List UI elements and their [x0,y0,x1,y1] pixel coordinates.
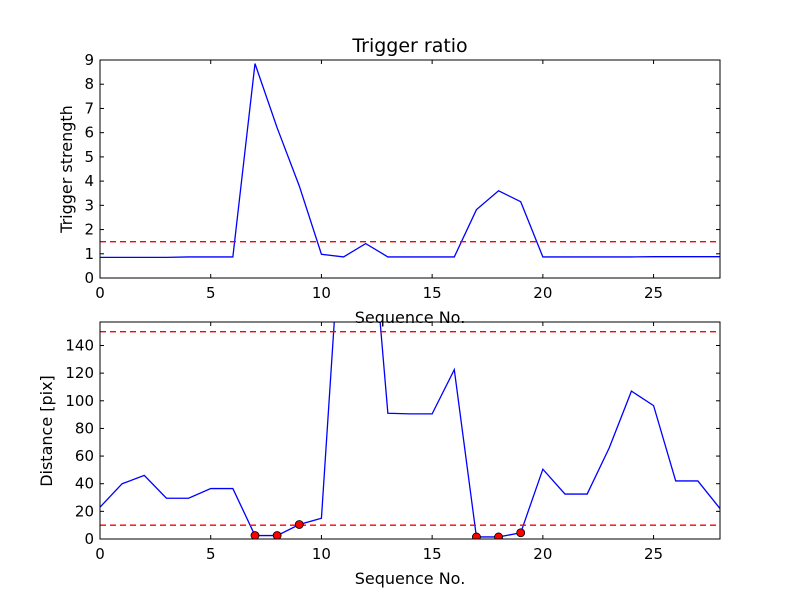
y-tick-label: 80 [75,419,94,437]
series-line [100,63,720,259]
distance-subplot: Distance [pix] Sequence No. 0 5 10 15 20 25 0 2… [37,321,721,588]
x-tick-label: 25 [644,545,663,563]
y-axis-label: Distance [pix] [37,375,56,487]
y-tick-label: 9 [84,51,94,69]
y-tick-label: 0 [84,530,94,548]
y-tick-label: 6 [84,124,94,142]
plot-area: 0 5 10 15 20 25 0 20 40 60 80 100 120 140 [65,321,721,563]
plot-content [100,63,720,259]
x-tick-label: 5 [206,284,216,302]
y-axis-label: Trigger strength [57,105,76,234]
series-line [100,322,720,538]
y-tick-label: 4 [84,172,94,190]
y-tick-label: 5 [84,148,94,166]
axes-frame [99,59,721,279]
axes-frame [99,321,721,540]
x-tick-label: 15 [423,545,442,563]
y-tick-label: 20 [75,502,94,520]
y-tick-label: 140 [65,336,94,354]
y-tick-label: 100 [65,392,94,410]
x-tick-label: 0 [95,545,105,563]
y-tick-label: 120 [65,364,94,382]
plot-area: 0 5 10 15 20 25 0 1 2 3 4 5 6 7 8 9 [84,51,721,302]
x-tick-label: 20 [533,545,552,563]
data-point [472,532,481,539]
x-tick-label: 15 [423,284,442,302]
x-axis-label: Sequence No. [355,569,466,588]
x-tick-label: 25 [644,284,663,302]
y-tick-label: 3 [84,196,94,214]
y-tick-label: 0 [84,269,94,287]
y-tick-label: 2 [84,221,94,239]
data-point [516,528,526,538]
data-point [250,531,260,539]
x-tick-label: 10 [312,545,331,563]
y-tick-label: 40 [75,475,94,493]
y-tick-label: 1 [84,245,94,263]
x-tick-label: 0 [95,284,105,302]
x-tick-label: 10 [312,284,331,302]
y-tick-label: 8 [84,75,94,93]
x-tick-label: 5 [206,545,216,563]
data-point [494,532,503,539]
chart-title: Trigger ratio [351,35,467,57]
x-tick-label: 20 [533,284,552,302]
plot-content [100,322,720,539]
data-point [272,531,282,539]
data-point [294,520,304,529]
y-tick-label: 7 [84,99,94,117]
y-tick-label: 60 [75,447,94,465]
x-axis-label: Sequence No. [355,308,466,327]
